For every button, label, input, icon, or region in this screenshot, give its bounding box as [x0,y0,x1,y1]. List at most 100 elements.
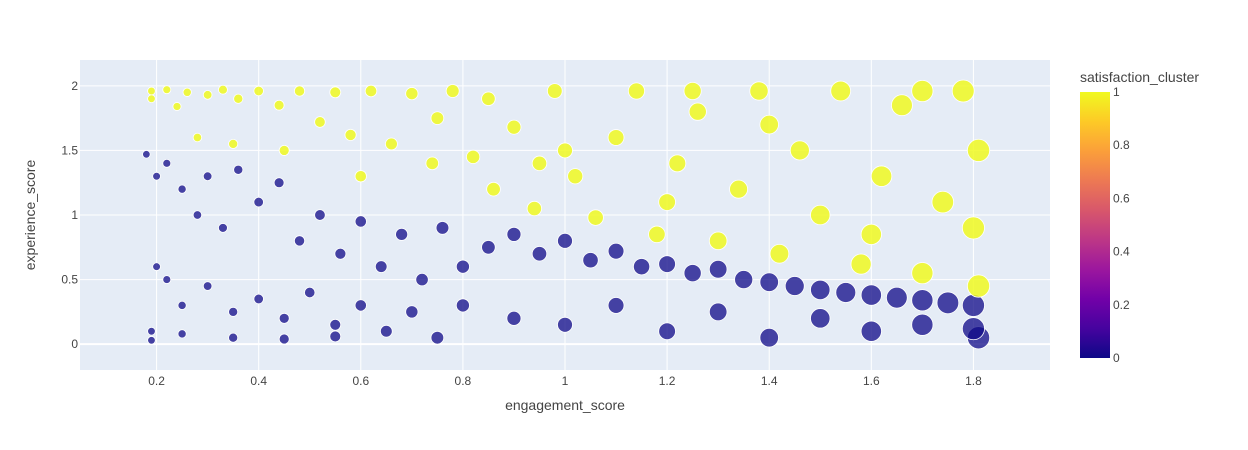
point-cluster-0[interactable] [147,326,156,336]
point-cluster-0[interactable] [415,272,429,287]
point-cluster-0[interactable] [177,329,187,339]
point-cluster-0[interactable] [734,270,754,290]
point-cluster-0[interactable] [304,286,316,299]
point-cluster-0[interactable] [202,281,213,291]
point-cluster-1[interactable] [344,128,357,141]
point-cluster-0[interactable] [860,320,882,342]
point-cluster-1[interactable] [314,116,326,128]
point-cluster-1[interactable] [668,154,687,173]
point-cluster-1[interactable] [891,94,913,117]
point-cluster-1[interactable] [648,225,666,244]
point-cluster-1[interactable] [749,81,769,101]
point-cluster-1[interactable] [587,209,604,226]
point-cluster-0[interactable] [557,316,573,333]
point-cluster-1[interactable] [911,79,934,103]
point-cluster-1[interactable] [147,94,156,104]
point-cluster-1[interactable] [445,84,460,98]
point-cluster-1[interactable] [860,223,882,245]
point-cluster-1[interactable] [172,102,182,111]
point-cluster-0[interactable] [202,171,213,181]
point-cluster-0[interactable] [759,328,779,348]
point-cluster-0[interactable] [228,306,239,317]
point-cluster-0[interactable] [329,318,342,331]
point-cluster-0[interactable] [253,196,264,208]
point-cluster-1[interactable] [526,200,542,217]
point-cluster-1[interactable] [810,204,831,226]
point-cluster-0[interactable] [430,330,445,345]
point-cluster-1[interactable] [830,80,852,102]
point-cluster-0[interactable] [273,177,285,189]
point-cluster-0[interactable] [784,276,805,296]
point-cluster-1[interactable] [405,87,419,101]
point-cluster-0[interactable] [658,322,676,341]
point-cluster-0[interactable] [835,282,857,303]
point-cluster-1[interactable] [293,85,306,97]
point-cluster-0[interactable] [435,221,450,235]
point-cluster-1[interactable] [202,90,213,100]
point-cluster-1[interactable] [278,144,290,156]
point-cluster-1[interactable] [486,181,501,197]
point-cluster-0[interactable] [329,330,342,343]
point-cluster-0[interactable] [683,264,702,283]
point-cluster-1[interactable] [233,93,244,104]
point-cluster-0[interactable] [557,232,573,249]
point-cluster-1[interactable] [557,142,573,159]
point-cluster-0[interactable] [911,313,934,336]
point-cluster-1[interactable] [729,179,749,199]
point-cluster-0[interactable] [810,279,831,301]
point-cluster-0[interactable] [455,298,470,313]
point-cluster-0[interactable] [228,332,239,343]
point-cluster-1[interactable] [354,170,367,183]
point-cluster-0[interactable] [152,171,161,181]
point-cluster-1[interactable] [966,274,991,298]
point-cluster-0[interactable] [293,235,306,247]
point-cluster-1[interactable] [253,85,264,97]
point-cluster-0[interactable] [142,150,151,159]
point-cluster-1[interactable] [658,193,676,211]
point-cluster-0[interactable] [395,227,409,241]
point-cluster-0[interactable] [233,164,244,175]
point-cluster-1[interactable] [546,83,563,99]
point-cluster-1[interactable] [192,132,203,143]
point-cluster-1[interactable] [506,119,522,135]
point-cluster-0[interactable] [177,184,187,194]
point-cluster-0[interactable] [192,210,203,220]
point-cluster-1[interactable] [683,81,702,101]
point-cluster-0[interactable] [936,291,960,315]
data-points[interactable] [142,79,991,350]
point-cluster-1[interactable] [162,85,172,95]
point-cluster-0[interactable] [708,302,728,322]
point-cluster-0[interactable] [582,252,599,269]
point-cluster-1[interactable] [481,91,496,106]
point-cluster-1[interactable] [567,168,584,185]
point-cluster-0[interactable] [152,262,161,271]
point-cluster-0[interactable] [455,259,470,274]
point-cluster-0[interactable] [531,246,548,262]
point-cluster-0[interactable] [278,333,290,345]
point-cluster-0[interactable] [506,310,522,326]
point-cluster-0[interactable] [354,215,367,228]
point-cluster-1[interactable] [769,243,790,264]
point-cluster-1[interactable] [273,99,285,111]
point-cluster-1[interactable] [218,84,228,95]
point-cluster-0[interactable] [658,255,676,273]
point-cluster-0[interactable] [886,286,908,309]
point-cluster-1[interactable] [329,86,342,99]
point-cluster-0[interactable] [506,226,522,242]
point-cluster-1[interactable] [961,216,985,240]
point-cluster-0[interactable] [314,209,326,221]
point-cluster-0[interactable] [147,336,156,345]
point-cluster-0[interactable] [334,247,347,260]
point-cluster-1[interactable] [966,138,991,162]
point-cluster-1[interactable] [147,86,156,96]
point-cluster-1[interactable] [466,149,481,164]
point-cluster-0[interactable] [379,324,393,338]
point-cluster-0[interactable] [218,223,228,233]
point-cluster-1[interactable] [931,190,955,214]
point-cluster-1[interactable] [425,156,439,171]
point-cluster-0[interactable] [374,260,388,273]
point-cluster-0[interactable] [354,299,367,312]
point-cluster-0[interactable] [961,293,985,317]
point-cluster-1[interactable] [688,102,707,121]
point-cluster-0[interactable] [607,297,625,314]
